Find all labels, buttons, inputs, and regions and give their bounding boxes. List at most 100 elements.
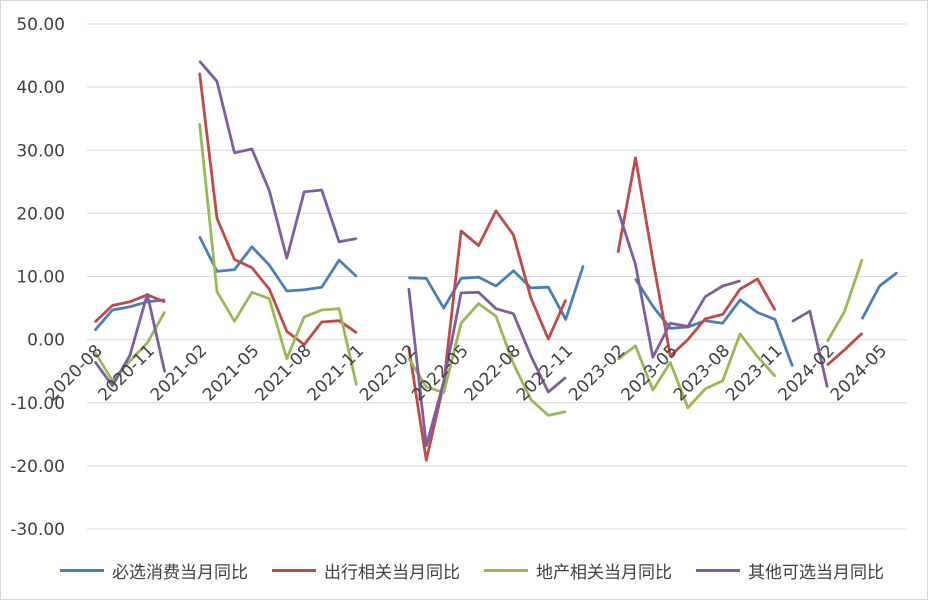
legend-swatch [272, 568, 316, 572]
data-point [652, 305, 654, 308]
data-point [216, 80, 218, 83]
data-point [512, 234, 515, 236]
series-segment [198, 60, 357, 260]
data-point [634, 157, 637, 159]
data-point [477, 244, 480, 247]
data-point [861, 318, 863, 320]
data-point [425, 459, 428, 462]
data-point [530, 297, 532, 299]
legend-item-real-estate: 地产相关当月同比 [484, 558, 672, 583]
data-point [756, 278, 759, 280]
data-point [303, 316, 306, 318]
data-point [460, 277, 462, 280]
data-point [652, 356, 654, 359]
data-point [617, 251, 619, 254]
data-point [704, 295, 706, 298]
data-point [704, 318, 706, 320]
data-point [739, 299, 741, 301]
data-point [320, 309, 323, 311]
data-point [338, 319, 340, 322]
x-tick-label: 2024-05 [827, 341, 891, 405]
series-segment [860, 271, 898, 320]
data-point [704, 388, 706, 390]
legend-item-travel: 出行相关当月同比 [272, 558, 460, 583]
series-segment [407, 302, 566, 417]
data-point [286, 290, 288, 292]
legend-label: 地产相关当月同比 [536, 562, 672, 583]
data-point [251, 246, 253, 248]
data-point [286, 357, 288, 360]
legend-swatch [60, 568, 104, 572]
data-point [756, 311, 759, 314]
data-point [216, 217, 218, 220]
series-segment [634, 278, 794, 367]
data-point [739, 280, 741, 282]
data-point [669, 355, 672, 357]
data-point [303, 343, 306, 346]
data-point [652, 259, 654, 261]
y-tick-label: -20.00 [10, 457, 65, 477]
data-point [94, 351, 96, 354]
data-point [163, 311, 166, 313]
data-point [756, 355, 759, 358]
y-tick-label: 10.00 [16, 268, 65, 288]
data-point [163, 371, 166, 373]
data-point [460, 322, 462, 325]
data-point [94, 321, 96, 323]
data-point [338, 259, 340, 261]
y-tick-label: 30.00 [16, 141, 65, 161]
data-point [425, 277, 428, 280]
x-tick-label: 2022-11 [513, 341, 577, 405]
data-point [268, 297, 271, 300]
data-point [233, 258, 236, 261]
data-point [425, 386, 428, 388]
y-tick-label: 50.00 [16, 15, 65, 35]
series-segment [407, 209, 567, 462]
data-point [582, 265, 584, 267]
data-point [721, 379, 724, 382]
series-segment [826, 259, 864, 343]
data-point [564, 410, 567, 413]
data-point [512, 312, 515, 315]
data-point [198, 122, 201, 125]
data-point [320, 189, 323, 191]
data-point [791, 365, 794, 367]
series-line-3 [93, 122, 864, 417]
legend-swatch [696, 568, 740, 572]
series-segment [198, 236, 358, 293]
data-point [896, 271, 898, 274]
data-point [129, 360, 131, 362]
data-point [791, 320, 794, 323]
data-point [843, 348, 846, 351]
series-segment [198, 73, 358, 347]
series-lines [93, 60, 898, 462]
data-point [460, 230, 462, 232]
data-point [338, 241, 340, 243]
legend: 必选消费当月同比 出行相关当月同比 地产相关当月同比 其他可选当月同比 [60, 556, 908, 584]
data-point [111, 379, 114, 382]
data-point [721, 313, 724, 316]
data-point [861, 258, 863, 261]
data-point [251, 266, 253, 269]
data-point [687, 407, 689, 409]
x-tick-label: 2021-02 [147, 341, 211, 405]
data-point [129, 306, 131, 308]
data-point [477, 291, 480, 294]
series-segment [617, 332, 777, 410]
data-point [739, 288, 741, 290]
data-point [652, 389, 654, 391]
data-point [721, 322, 724, 325]
data-point [268, 264, 271, 266]
data-point [495, 307, 497, 310]
series-segment [616, 156, 777, 358]
series-segment [198, 123, 358, 386]
data-point [442, 391, 445, 394]
data-point [774, 309, 776, 311]
data-point [634, 278, 637, 280]
data-point [216, 290, 218, 293]
data-point [512, 270, 515, 272]
data-point [634, 345, 637, 347]
data-point [477, 276, 480, 278]
data-point [198, 60, 201, 62]
data-point [408, 277, 410, 279]
